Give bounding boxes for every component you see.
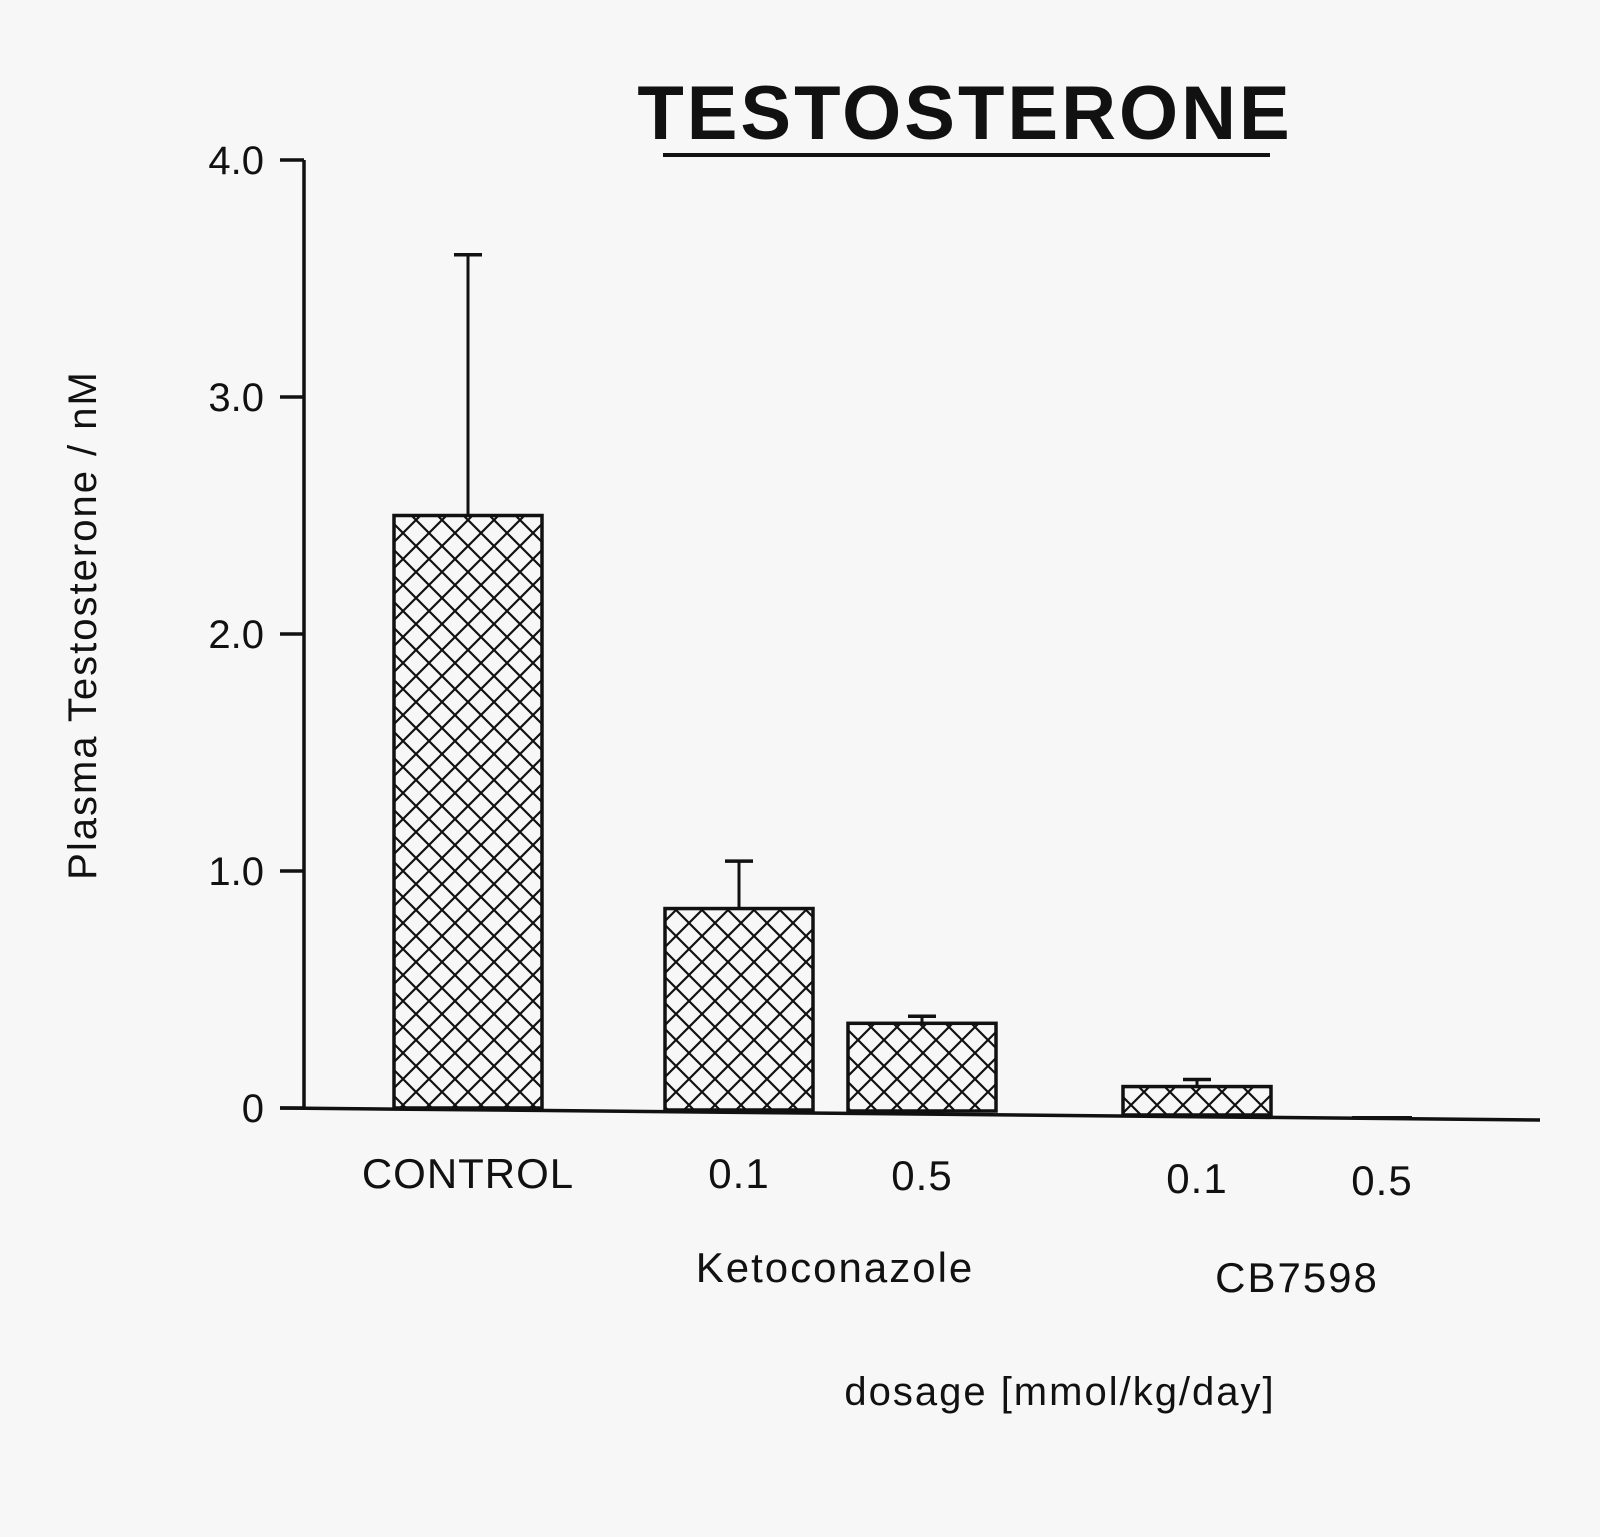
category-label: 0.1 [1166,1155,1227,1202]
category-label: 0.1 [708,1150,769,1197]
group-label: Ketoconazole [696,1244,975,1291]
category-label: 0.5 [891,1152,952,1199]
bar-0 [392,513,544,1110]
y-tick-label: 0 [242,1087,264,1131]
x-axis-label: dosage [mmol/kg/day] [844,1370,1275,1414]
y-tick-label: 3.0 [208,376,264,420]
y-tick-label: 2.0 [208,613,264,657]
bar-1 [663,906,815,1112]
bar-3 [1121,1084,1273,1117]
category-label: CONTROL [362,1150,574,1197]
y-tick-label: 1.0 [208,850,264,894]
y-tick-label: 4.0 [208,139,264,183]
chart-title: TESTOSTERONE [637,71,1292,156]
group-label: CB7598 [1215,1254,1379,1301]
category-label: 0.5 [1351,1157,1412,1204]
y-axis-label: Plasma Testosterone / nM [61,370,105,880]
bar-2 [846,1021,998,1113]
x-axis-line [279,1106,1541,1122]
